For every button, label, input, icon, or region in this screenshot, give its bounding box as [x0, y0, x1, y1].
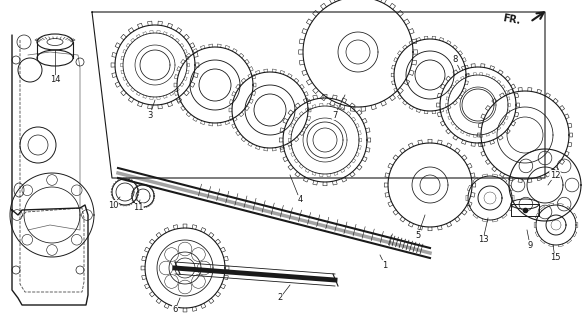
Text: 15: 15 — [550, 253, 560, 262]
Text: 5: 5 — [416, 230, 421, 239]
Text: 13: 13 — [478, 236, 488, 244]
Text: 6: 6 — [172, 306, 178, 315]
Text: 8: 8 — [452, 55, 457, 65]
Text: 4: 4 — [297, 196, 303, 204]
Text: 7: 7 — [332, 110, 338, 119]
Text: 2: 2 — [278, 293, 283, 302]
Text: 12: 12 — [550, 171, 560, 180]
Text: 10: 10 — [108, 201, 118, 210]
Text: 14: 14 — [49, 76, 61, 84]
Text: 11: 11 — [133, 204, 143, 212]
Text: FR.: FR. — [502, 13, 521, 27]
Text: 1: 1 — [382, 260, 388, 269]
Text: 3: 3 — [147, 110, 152, 119]
Text: 9: 9 — [527, 241, 533, 250]
